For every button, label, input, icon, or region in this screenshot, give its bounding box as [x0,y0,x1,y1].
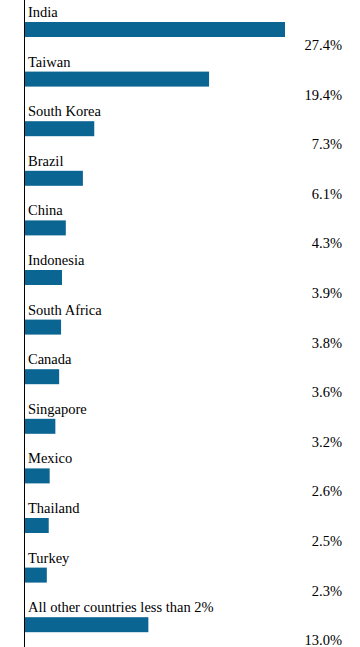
category-label: South Africa [28,302,102,318]
data-label: 7.3% [312,136,342,152]
category-label: South Korea [28,103,101,119]
category-label: Canada [28,351,72,367]
bar [25,270,62,285]
category-label: Indonesia [28,252,85,268]
bar [25,220,66,235]
bar [25,468,50,483]
category-label: Singapore [28,401,87,417]
bar [25,617,148,632]
bar [25,369,59,384]
category-label: Mexico [28,450,72,466]
bar [25,518,49,533]
bar [25,121,94,136]
data-label: 19.4% [305,87,342,103]
data-label: 3.9% [312,285,342,301]
category-label: All other countries less than 2% [28,599,214,615]
data-label: 4.3% [312,235,342,251]
bar [25,72,209,87]
data-label: 6.1% [312,186,342,202]
category-label: India [28,4,58,20]
bar [25,568,47,583]
category-label: Taiwan [28,54,71,70]
chart: India Taiwan South Korea Brazil China Indones… [0,0,360,647]
data-labels: 27.4% 19.4% 7.3% 6.1% 4.3% 3.9% 3.8% 3.6% 3.2% 2.… [305,37,342,647]
data-label: 13.0% [305,632,342,647]
category-axis-line [24,0,25,647]
data-label: 3.6% [312,384,342,400]
bar [25,320,61,335]
category-label: Turkey [28,550,70,566]
bar [25,22,285,37]
data-label: 2.3% [312,583,342,599]
category-label: Brazil [28,153,63,169]
data-label: 3.8% [312,335,342,351]
category-label: Thailand [28,500,80,516]
data-label: 2.5% [312,533,342,549]
category-labels: India Taiwan South Korea Brazil China Indones… [28,4,214,615]
data-label: 27.4% [305,37,342,53]
data-label: 3.2% [312,434,342,450]
bar [25,171,83,186]
bar [25,419,55,434]
category-label: China [28,202,63,218]
data-label: 2.6% [312,483,342,499]
bars [25,22,285,632]
